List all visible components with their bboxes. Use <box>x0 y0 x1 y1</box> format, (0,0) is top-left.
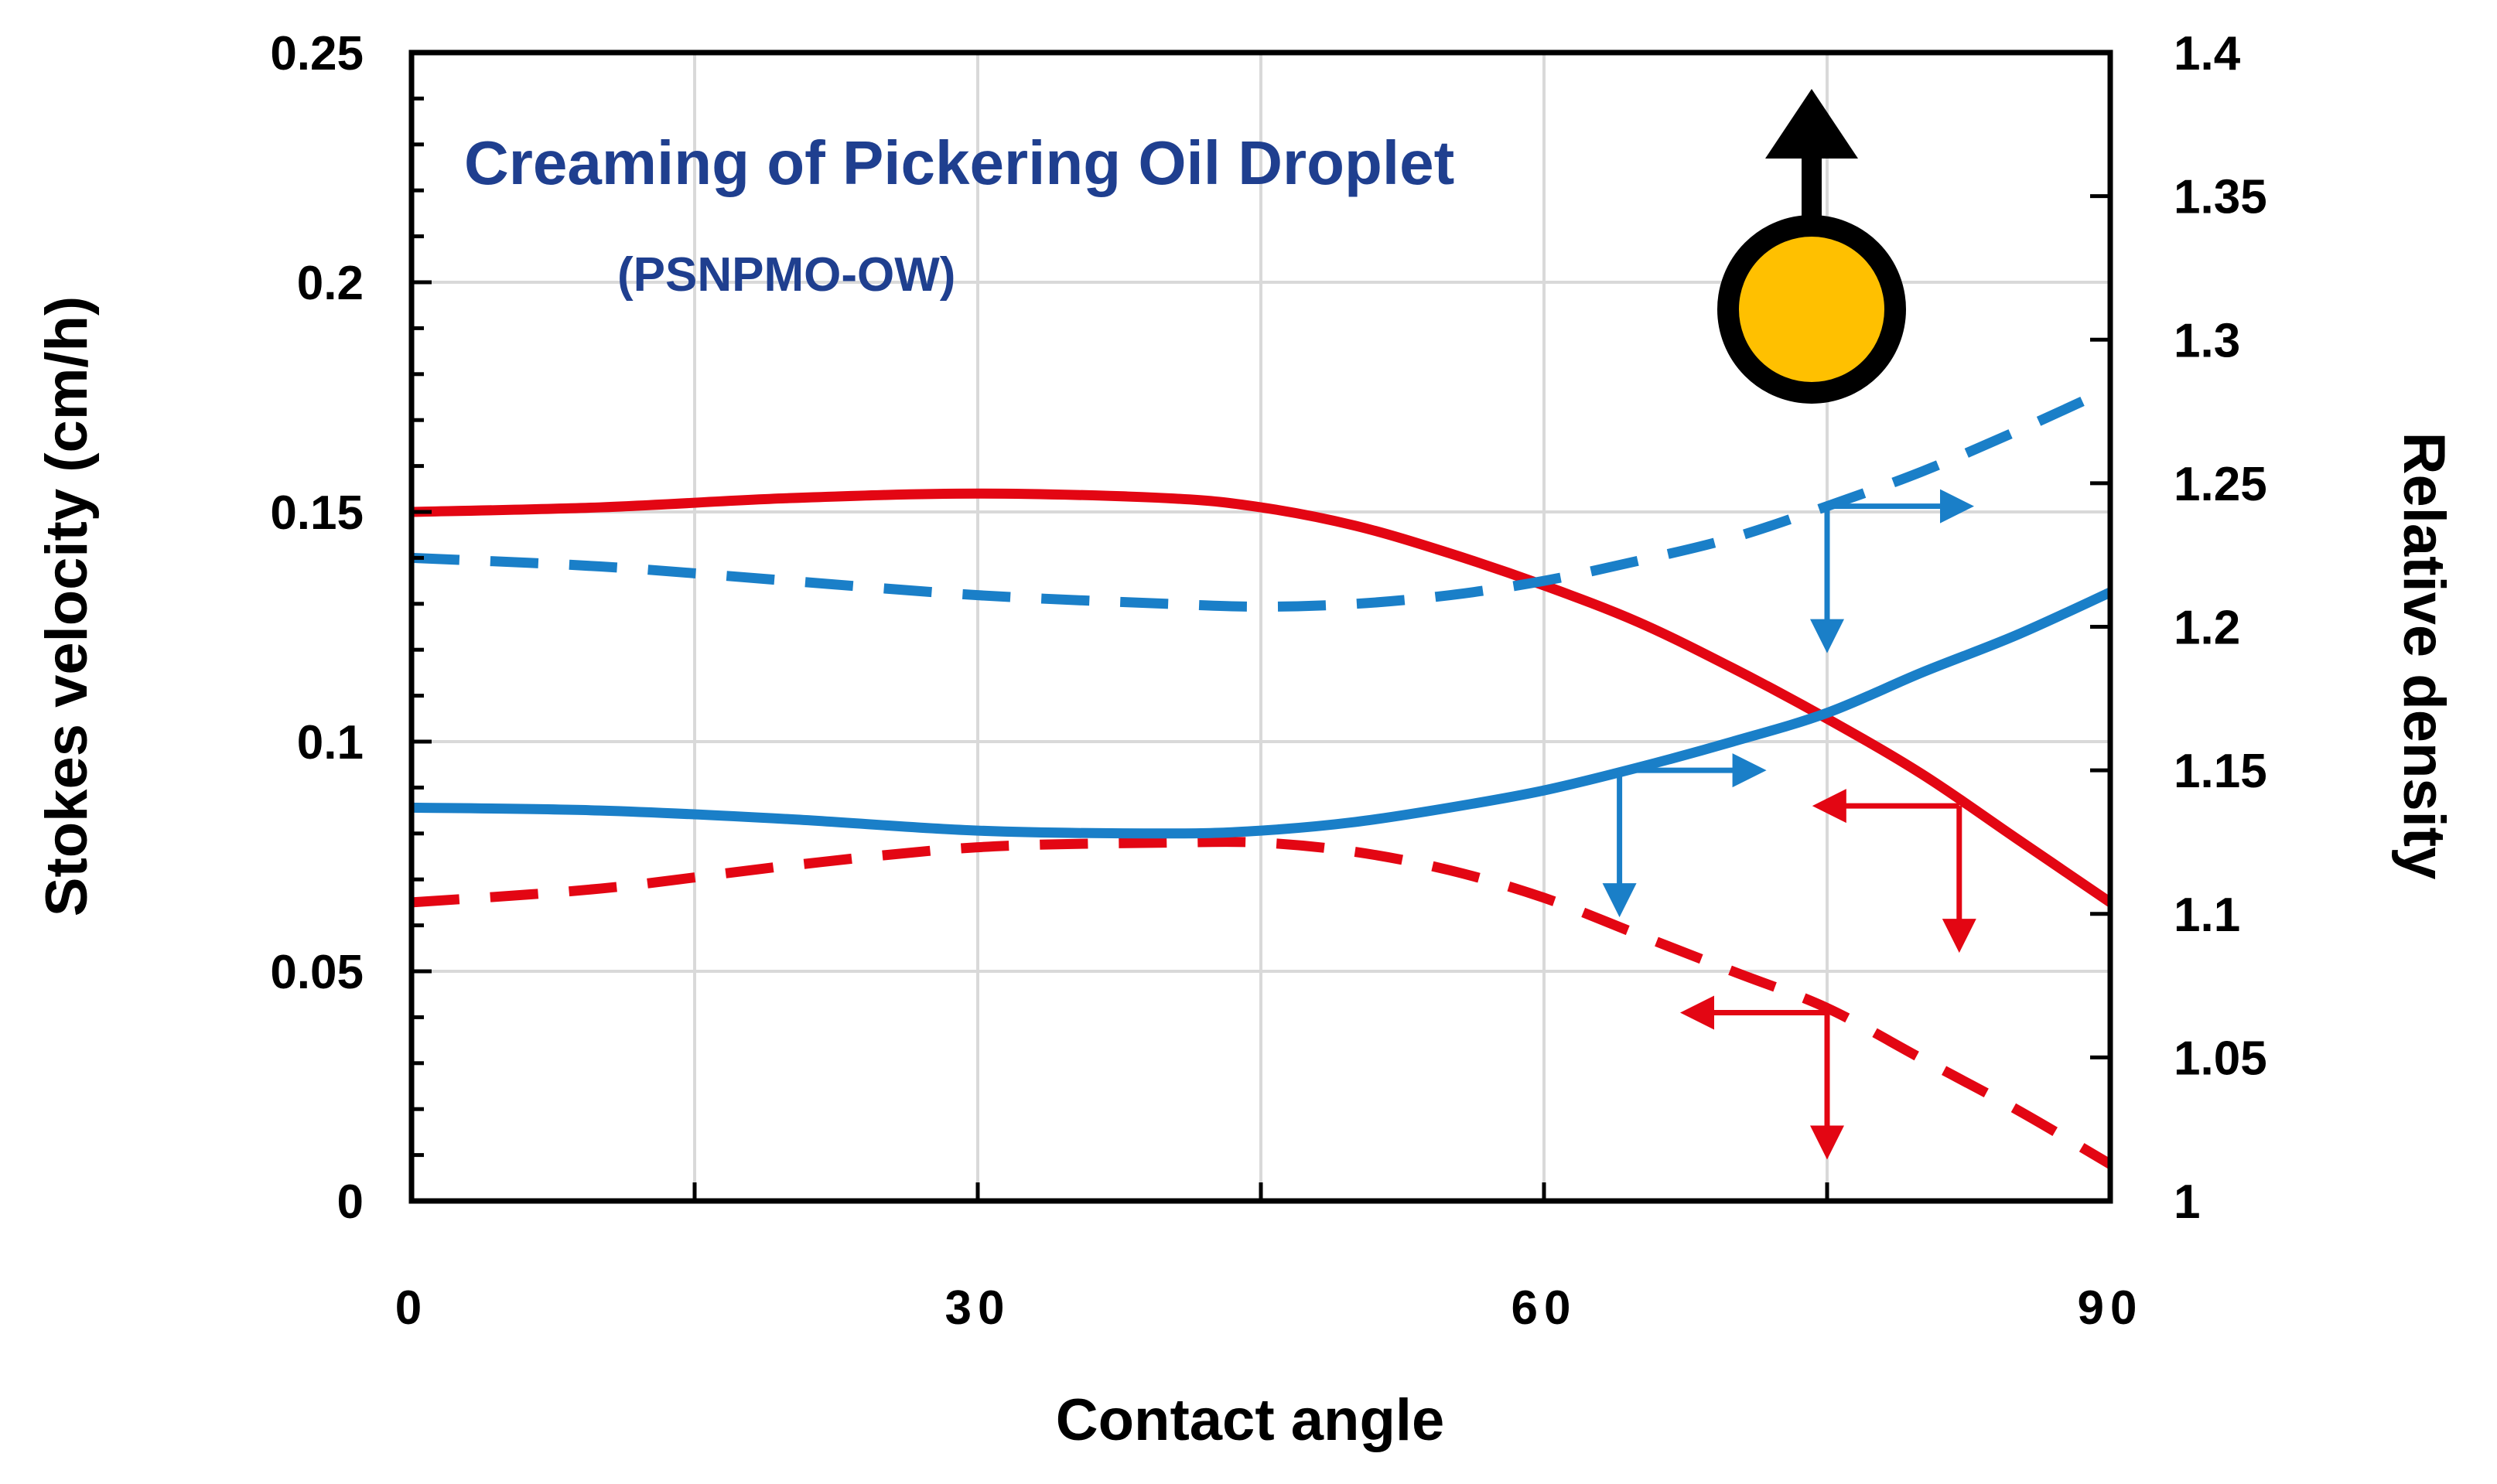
x-tick-label: 90 <box>2078 1281 2143 1335</box>
tick-layer: 0 0.05 0.1 0.15 0.2 0.25 1 1.05 1.1 1.15 1.2 1.25 1.… <box>270 27 2266 1335</box>
y-right-tick-label: 1.25 <box>2174 458 2267 511</box>
x-tick-label: 60 <box>1512 1281 1577 1335</box>
arrow-red-solid <box>1812 789 1976 954</box>
y-left-tick-label: 0.1 <box>297 716 364 769</box>
y-right-tick-label: 1 <box>2174 1175 2200 1229</box>
y-right-tick-label: 1.1 <box>2174 889 2240 942</box>
arrow-head-horizontal <box>1732 753 1767 788</box>
x-tick-label: 30 <box>945 1281 1011 1335</box>
arrow-head-vertical <box>1810 619 1844 653</box>
y-left-tick-label: 0.2 <box>297 257 364 310</box>
y-right-tick-label: 1.35 <box>2174 171 2267 224</box>
arrow-head-vertical <box>1942 919 1976 954</box>
arrow-blue-dashed <box>1810 489 1974 653</box>
chart-subtitle: (PSNPMO-OW) <box>617 248 955 302</box>
x-tick-label: 0 <box>395 1281 428 1335</box>
series-line-left-solid <box>411 488 2113 907</box>
arrow-head-vertical <box>1602 883 1637 918</box>
grid-lines <box>412 53 2110 1201</box>
y-right-tick-label: 1.2 <box>2174 602 2240 655</box>
y-left-tick-label: 0 <box>337 1175 364 1229</box>
chart-title: Creaming of Pickering Oil Droplet <box>464 128 1454 197</box>
y-right-tick-label: 1.3 <box>2174 314 2240 367</box>
droplet-arrow-head <box>1765 89 1858 159</box>
y-right-tick-label: 1.05 <box>2174 1032 2267 1085</box>
arrow-head-horizontal <box>1680 995 1714 1030</box>
x-axis-label: Contact angle <box>1056 1387 1445 1453</box>
y-axis-label-right: Relative density <box>2391 432 2457 880</box>
droplet-icon <box>1717 89 1906 404</box>
droplet-circle <box>1717 215 1906 404</box>
arrow-red-dashed <box>1680 995 1844 1160</box>
arrow-blue-solid <box>1602 753 1767 918</box>
arrow-head-vertical <box>1810 1125 1844 1160</box>
arrow-head-horizontal <box>1812 789 1846 824</box>
y-axis-label-left: Stokes velocity (cm/h) <box>34 296 100 917</box>
series-line-right-dashed <box>411 384 2113 612</box>
series-layer <box>411 384 2113 1169</box>
y-right-tick-label: 1.4 <box>2174 27 2241 80</box>
arrow-head-horizontal <box>1940 489 1974 524</box>
y-right-tick-label: 1.15 <box>2174 745 2267 798</box>
y-left-tick-label: 0.15 <box>270 486 364 540</box>
y-left-tick-label: 0.05 <box>270 946 364 999</box>
series-line-left-dashed <box>411 837 2113 1169</box>
annotation-layer <box>1602 489 1976 1160</box>
series-line-right-solid <box>411 588 2113 839</box>
y-left-tick-label: 0.25 <box>270 27 364 80</box>
